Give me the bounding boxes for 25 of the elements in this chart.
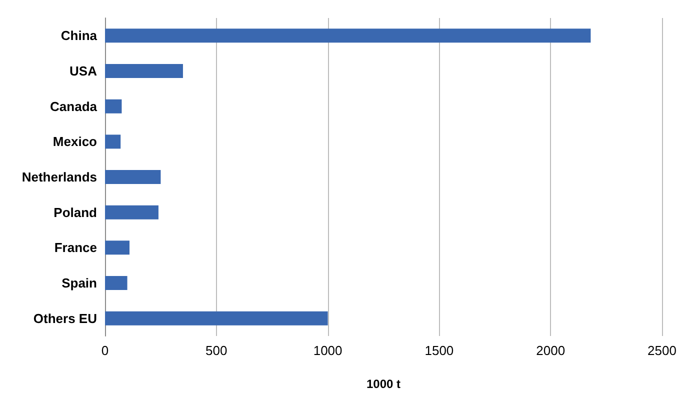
y-tick-label: Spain bbox=[62, 276, 98, 290]
y-tick-label: Poland bbox=[54, 204, 98, 220]
bar bbox=[105, 311, 328, 326]
bar bbox=[105, 64, 183, 78]
y-tick-label: China bbox=[60, 28, 98, 44]
x-tick-label: 2000 bbox=[536, 343, 566, 358]
bar bbox=[105, 99, 122, 114]
x-tick-label: 500 bbox=[206, 343, 228, 358]
y-tick-label: Canada bbox=[50, 98, 98, 114]
y-tick-label: Others EU bbox=[33, 310, 97, 326]
bar bbox=[105, 240, 130, 255]
y-tick-label: USA bbox=[70, 64, 98, 78]
y-tick-label: Mexico bbox=[52, 134, 98, 150]
x-tick-label: 0 bbox=[101, 343, 109, 358]
x-axis-title: 1000 t bbox=[366, 377, 401, 391]
bar bbox=[105, 134, 121, 149]
bar bbox=[105, 205, 158, 220]
x-tick-label: 1000 bbox=[313, 343, 342, 358]
bar bbox=[105, 28, 591, 43]
y-tick-label: Netherlands bbox=[22, 170, 97, 184]
bar bbox=[105, 170, 161, 184]
bar bbox=[105, 276, 128, 290]
x-tick-label: 2500 bbox=[648, 343, 676, 358]
y-tick-label: France bbox=[54, 240, 97, 256]
x-tick-label: 1500 bbox=[424, 343, 454, 358]
